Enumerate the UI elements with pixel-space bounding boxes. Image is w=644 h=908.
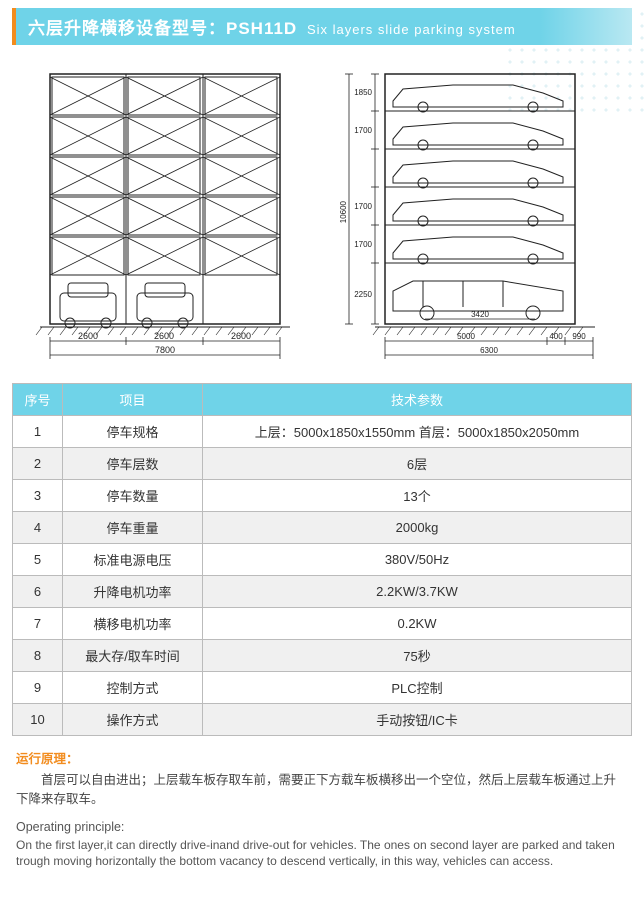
cell: 标准电源电压 [63,544,203,576]
dim-1700c: 1700 [354,240,372,249]
operating-principle: 运行原理： 首层可以自由进出；上层载车板存取车前，需要正下方载车板横移出一个空位… [0,736,644,869]
dim-1700b: 1700 [354,202,372,211]
cell: 2000kg [203,512,632,544]
side-elevation-diagram: 1850 1700 1700 1700 2250 10600 5000 400 … [335,69,615,369]
cell: 手动按钮/IC卡 [203,704,632,736]
cell: 升降电机功率 [63,576,203,608]
cell: 9 [13,672,63,704]
table-row: 3停车数量13个 [13,480,632,512]
front-elevation-diagram: 2600 2600 2600 7800 [30,69,300,369]
dim-400: 400 [549,332,563,341]
cell: 停车重量 [63,512,203,544]
dim-2250: 2250 [354,290,372,299]
cell: 2.2KW/3.7KW [203,576,632,608]
cell: 停车层数 [63,448,203,480]
table-row: 7横移电机功率0.2KW [13,608,632,640]
dim-3420: 3420 [471,310,489,319]
dim-6300: 6300 [480,346,498,355]
dim-990: 990 [572,332,586,341]
th-item: 项目 [63,384,203,416]
table-body: 1停车规格上层：5000x1850x1550mm 首层：5000x1850x20… [13,416,632,736]
dim-2600-3: 2600 [230,331,250,341]
table-row: 4停车重量2000kg [13,512,632,544]
cell: 75秒 [203,640,632,672]
cell: 6层 [203,448,632,480]
cell: 1 [13,416,63,448]
th-index: 序号 [13,384,63,416]
table-row: 10操作方式手动按钮/IC卡 [13,704,632,736]
cell: 380V/50Hz [203,544,632,576]
dim-7800: 7800 [154,345,174,355]
cell: 10 [13,704,63,736]
th-spec: 技术参数 [203,384,632,416]
dim-2600-1: 2600 [77,331,97,341]
cell: 停车数量 [63,480,203,512]
table-row: 5标准电源电压380V/50Hz [13,544,632,576]
principle-title-zh: 运行原理： [16,750,628,769]
cell: 13个 [203,480,632,512]
title-en: Six layers slide parking system [307,22,516,37]
spec-table: 序号 项目 技术参数 1停车规格上层：5000x1850x1550mm 首层：5… [12,383,632,736]
page-title-bar: 六层升降横移设备型号：PSH11D Six layers slide parki… [12,8,632,45]
principle-title-en: Operating principle: [16,818,628,837]
table-row: 6升降电机功率2.2KW/3.7KW [13,576,632,608]
table-header-row: 序号 项目 技术参数 [13,384,632,416]
table-row: 1停车规格上层：5000x1850x1550mm 首层：5000x1850x20… [13,416,632,448]
principle-body-zh: 首层可以自由进出；上层载车板存取车前，需要正下方载车板横移出一个空位，然后上层载… [16,771,628,809]
cell: 4 [13,512,63,544]
cell: 控制方式 [63,672,203,704]
cell: 最大存/取车时间 [63,640,203,672]
table-row: 9控制方式PLC控制 [13,672,632,704]
cell: 5 [13,544,63,576]
cell: 3 [13,480,63,512]
principle-body-en: On the first layer,it can directly drive… [16,837,628,869]
cell: 停车规格 [63,416,203,448]
dim-5000: 5000 [457,332,475,341]
cell: 操作方式 [63,704,203,736]
title-zh: 六层升降横移设备型号：PSH11D [28,19,297,38]
cell: 8 [13,640,63,672]
cell: 横移电机功率 [63,608,203,640]
cell: 上层：5000x1850x1550mm 首层：5000x1850x2050mm [203,416,632,448]
diagram-row: 2600 2600 2600 7800 [0,45,644,375]
cell: PLC控制 [203,672,632,704]
table-row: 8最大存/取车时间75秒 [13,640,632,672]
dim-2600-2: 2600 [153,331,173,341]
cell: 6 [13,576,63,608]
dim-10600: 10600 [339,200,348,223]
dim-1850: 1850 [354,88,372,97]
cell: 2 [13,448,63,480]
table-row: 2停车层数6层 [13,448,632,480]
dim-1700a: 1700 [354,126,372,135]
cell: 0.2KW [203,608,632,640]
cell: 7 [13,608,63,640]
